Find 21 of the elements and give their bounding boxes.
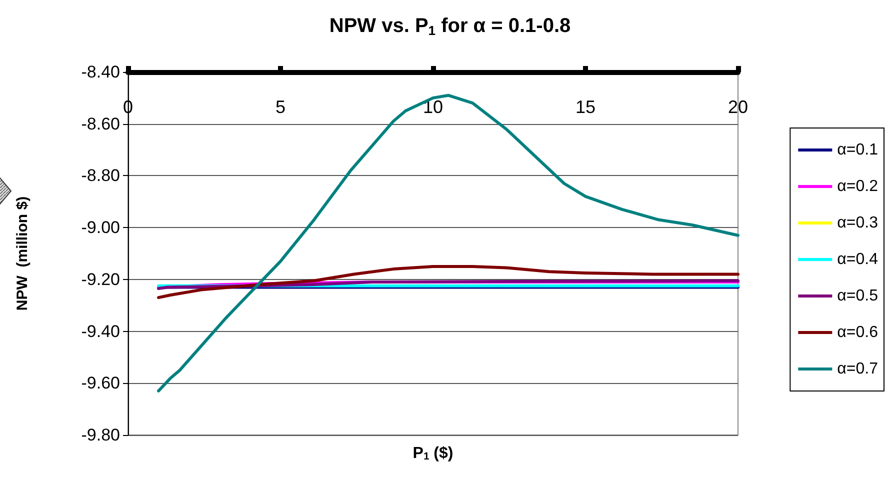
y-tick-label: -9.40 bbox=[81, 322, 120, 341]
y-tick-label: -9.00 bbox=[81, 218, 120, 238]
y-axis-title: NPW (million $) bbox=[14, 196, 31, 311]
y-tick-label: -9.80 bbox=[81, 426, 120, 444]
y-tick-label: -8.80 bbox=[81, 166, 120, 186]
x-tick-label: 10 bbox=[422, 97, 444, 117]
legend-label: α=0.1 bbox=[837, 142, 878, 158]
y-tick-label: -8.40 bbox=[81, 62, 120, 82]
x-tick-label: 15 bbox=[575, 97, 596, 117]
line-series bbox=[157, 264, 740, 300]
legend-label: α=0.5 bbox=[837, 288, 878, 304]
legend-label: α=0.2 bbox=[837, 178, 878, 195]
legend-label: α=0.7 bbox=[837, 360, 878, 378]
legend-label: α=0.4 bbox=[837, 251, 878, 268]
y-tick-label: -9.60 bbox=[81, 374, 120, 393]
legend-label: α=0.6 bbox=[837, 324, 878, 341]
x-tick-label: 5 bbox=[275, 97, 286, 117]
y-tick-label: -8.60 bbox=[81, 114, 120, 134]
y-tick-label: -9.20 bbox=[81, 270, 120, 289]
x-tick-label: 20 bbox=[728, 97, 748, 117]
legend-label: α=0.3 bbox=[837, 214, 878, 232]
